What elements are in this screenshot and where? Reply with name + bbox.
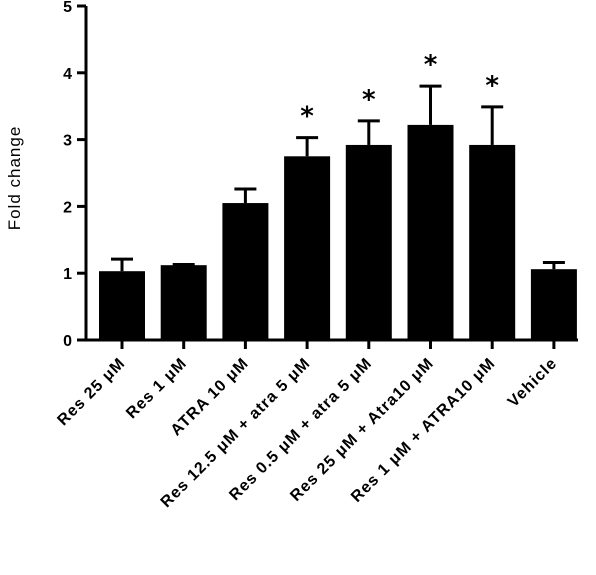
category-label: Vehicle [505, 355, 561, 411]
y-tick-label: 5 [63, 0, 72, 16]
bar [530, 269, 577, 340]
category-label: Res 1 μM [123, 355, 190, 422]
bar [222, 203, 269, 340]
significance-marker: * [300, 102, 314, 132]
significance-marker: * [485, 71, 499, 101]
y-tick-label: 3 [63, 133, 72, 150]
bar [160, 265, 207, 340]
bar [284, 156, 331, 340]
category-label: Res 25 μM [54, 355, 128, 429]
bar [407, 124, 454, 341]
y-tick-label: 0 [63, 333, 72, 350]
y-axis-title: Fold change [5, 126, 24, 231]
y-tick-label: 2 [63, 199, 72, 216]
bar [345, 144, 392, 340]
y-tick-label: 4 [63, 66, 72, 83]
bars: * * * * [99, 50, 577, 341]
y-tick-label: 1 [63, 266, 72, 283]
bar [99, 271, 145, 340]
bar [469, 144, 516, 340]
significance-marker: * [424, 50, 438, 80]
significance-marker: * [362, 85, 376, 115]
